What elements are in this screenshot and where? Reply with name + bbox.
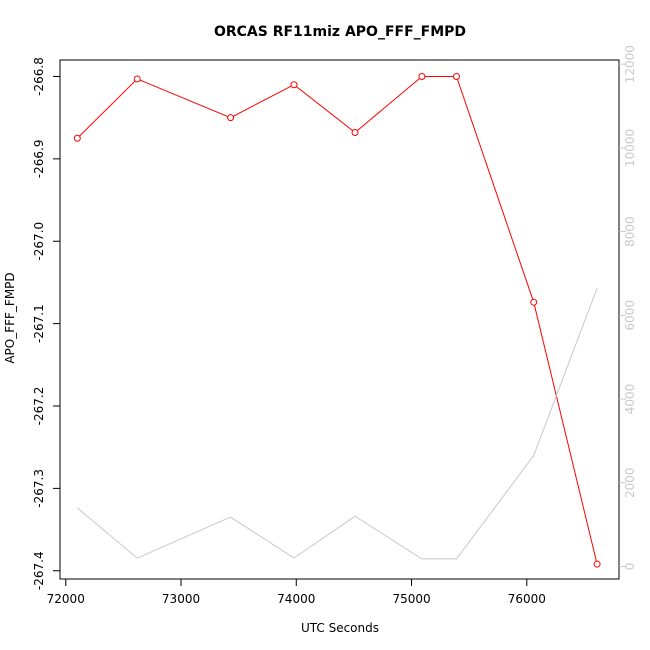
y-left-tick-label: -267.4 bbox=[32, 551, 46, 590]
plot-frame bbox=[59, 59, 620, 580]
data-point bbox=[227, 114, 235, 122]
data-point bbox=[418, 72, 426, 80]
y-axis-right: 0 2000 4000 6000 8000 10000 12000 bbox=[619, 45, 637, 570]
data-point bbox=[452, 72, 460, 80]
x-tick-label: 75000 bbox=[392, 592, 430, 606]
data-point bbox=[290, 81, 298, 89]
x-axis-label: UTC Seconds bbox=[301, 621, 379, 635]
y-right-tick-label: 10000 bbox=[623, 129, 637, 167]
y-left-tick-label: -267.2 bbox=[32, 387, 46, 426]
y-right-tick-label: 8000 bbox=[623, 216, 637, 247]
series-right-line bbox=[76, 287, 598, 560]
y-right-tick-label: 2000 bbox=[623, 467, 637, 498]
x-tick-label: 76000 bbox=[508, 592, 546, 606]
y-left-tick-label: -267.3 bbox=[32, 469, 46, 508]
x-tick-label: 74000 bbox=[277, 592, 315, 606]
data-point bbox=[73, 134, 81, 142]
data-point bbox=[593, 560, 601, 568]
y-right-tick-label: 12000 bbox=[623, 45, 637, 83]
y-left-tick-label: -266.8 bbox=[32, 57, 46, 96]
x-tick-label: 73000 bbox=[162, 592, 200, 606]
data-point bbox=[530, 298, 538, 306]
y-left-tick-label: -267.0 bbox=[32, 222, 46, 261]
x-axis: 72000 73000 74000 75000 76000 bbox=[47, 579, 546, 606]
chart-title: ORCAS RF11miz APO_FFF_FMPD bbox=[214, 24, 466, 40]
y-right-tick-label: 0 bbox=[623, 563, 637, 571]
y-left-tick-label: -267.1 bbox=[32, 304, 46, 343]
y-right-tick-label: 4000 bbox=[623, 384, 637, 415]
data-point bbox=[133, 75, 141, 83]
y-axis-left: -266.8 -266.9 -267.0 -267.1 -267.2 -267.3 -267… bbox=[32, 57, 60, 590]
y-axis-label: APO_FFF_FMPD bbox=[3, 272, 17, 363]
y-right-tick-label: 6000 bbox=[623, 300, 637, 331]
data-point bbox=[351, 128, 359, 136]
x-tick-label: 72000 bbox=[47, 592, 85, 606]
series-layer bbox=[73, 72, 601, 568]
y-left-tick-label: -266.9 bbox=[32, 140, 46, 179]
